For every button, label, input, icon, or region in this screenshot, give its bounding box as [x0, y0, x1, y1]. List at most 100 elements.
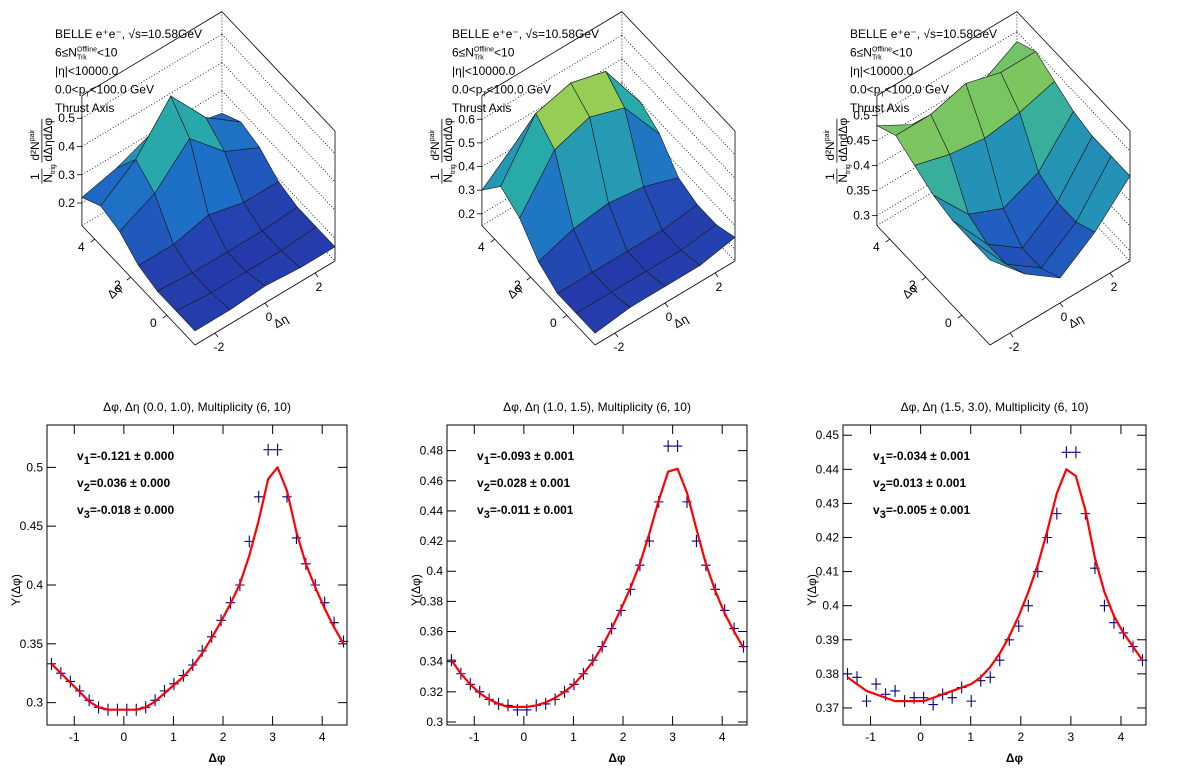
fit-result-value: =0.028 ± 0.001 — [490, 476, 571, 490]
z-label-part: dΔηdΔφ — [41, 118, 55, 162]
x-axis-label: Δφ — [208, 751, 226, 765]
x-tick-label: -1 — [865, 730, 876, 744]
z-label-part: pair — [429, 129, 436, 141]
plot-frame — [46, 424, 348, 726]
z-tick-label: 0.3 — [853, 209, 870, 223]
fit-result: v2=0.036 ± 0.000 — [77, 476, 170, 494]
phi-tick — [885, 238, 890, 243]
fit-result-symbol: v — [77, 503, 84, 517]
box-edge — [621, 11, 736, 132]
eta-tick — [1109, 272, 1114, 278]
info-segment: Trk — [872, 55, 882, 62]
fit-result: v3=-0.018 ± 0.000 — [77, 503, 174, 521]
eta-axis-label: Δη — [671, 312, 691, 331]
eta-tick-label: 0 — [266, 310, 273, 324]
phi-tick-label: 2 — [909, 278, 916, 292]
phi-tick — [562, 314, 567, 319]
eta-tick — [714, 272, 719, 278]
data-point — [512, 703, 523, 716]
eta-tick-label: 0 — [666, 310, 673, 324]
z-tick-label: 0.4 — [853, 159, 870, 173]
data-point — [1052, 507, 1062, 520]
y-tick-label: 0.36 — [420, 625, 444, 639]
z-label-part: d²N — [823, 141, 837, 160]
data-point — [672, 440, 683, 453]
eta-tick-label: 2 — [716, 280, 723, 294]
x-tick-label: 4 — [719, 730, 726, 744]
x-tick-label: 4 — [1118, 730, 1125, 744]
y-tick-label: 0.34 — [420, 655, 444, 669]
data-point — [890, 684, 900, 697]
z-label-part: Ntrig — [441, 164, 457, 183]
y-tick-label: 0.48 — [420, 444, 444, 458]
phi-tick-label: 2 — [514, 278, 521, 292]
z-tick-label: 0.6 — [458, 112, 475, 126]
phi-tick-label: 4 — [78, 240, 85, 254]
info-text: 6≤NOffline Trk <10 — [55, 46, 118, 62]
eta-tick — [614, 332, 619, 338]
fit-result-index: 1 — [880, 455, 886, 467]
phi-tick-label: 4 — [873, 240, 880, 254]
fit-result: v2=0.013 ± 0.001 — [873, 476, 966, 494]
info-segment: <100.0 GeV — [90, 83, 154, 97]
eta-tick-label: -2 — [1009, 340, 1020, 354]
plot-title: Δφ, Δη (0.0, 1.0), Multiplicity (6, 10) — [103, 400, 291, 414]
phi-axis — [481, 225, 596, 346]
fit-result-value: =-0.121 ± 0.000 — [90, 449, 175, 463]
eta-tick — [214, 332, 219, 338]
info-segment: <100.0 GeV — [885, 83, 949, 97]
fit-result: v2=0.028 ± 0.001 — [477, 476, 570, 494]
box-edge — [481, 11, 623, 96]
phi-tick — [921, 276, 926, 281]
info-segment: 6≤N — [850, 46, 872, 60]
grid-line — [621, 34, 736, 155]
info-segment: Thrust Axis — [850, 101, 909, 115]
x-axis-label: Δφ — [1006, 751, 1024, 765]
fit-result: v1=-0.121 ± 0.000 — [77, 449, 174, 467]
z-tick-label: 0.35 — [847, 184, 871, 198]
y-tick-label: 0.4 — [26, 578, 43, 592]
data-point — [861, 695, 872, 708]
info-segment: |η|<10000.0 — [850, 64, 914, 78]
x-tick-label: 3 — [1068, 730, 1075, 744]
fit-result-symbol: v — [873, 449, 880, 463]
phi-tick — [957, 314, 962, 319]
phi-axis-label: Δφ — [104, 280, 125, 301]
data-point — [871, 678, 881, 691]
z-tick-label: 0.2 — [458, 207, 475, 221]
z-label-part: trig — [845, 164, 852, 174]
z-tick-label: 0.5 — [458, 136, 475, 150]
info-segment: BELLE e⁺e⁻, √s=10.58GeV — [850, 27, 997, 41]
fit-result-index: 2 — [880, 482, 886, 494]
z-label-part: d²Npair — [428, 129, 442, 161]
z-label-part: Ntrig — [41, 164, 57, 183]
x-tick-label: 1 — [967, 730, 974, 744]
z-label-part: 1 — [28, 173, 42, 180]
data-point — [1061, 446, 1072, 459]
z-label-part: N — [836, 174, 850, 183]
fit-result-index: 3 — [880, 509, 886, 521]
y-tick-label: 0.41 — [816, 565, 840, 579]
fit-result-index: 3 — [84, 509, 90, 521]
fit-curve — [450, 467, 745, 709]
info-segment: BELLE e⁺e⁻, √s=10.58GeV — [452, 27, 599, 41]
y-axis-label: Y(Δφ) — [9, 574, 23, 606]
eta-tick — [1059, 302, 1064, 308]
info-text: 6≤NOffline Trk <10 — [850, 46, 913, 62]
info-text: BELLE e⁺e⁻, √s=10.58GeV — [850, 27, 997, 41]
fit-result-symbol: v — [77, 476, 84, 490]
info-segment: Offline — [872, 47, 892, 54]
grid-line — [81, 62, 223, 147]
data-point — [928, 698, 938, 711]
eta-tick-label: 0 — [1061, 310, 1068, 324]
data-point — [663, 440, 673, 453]
y-tick-label: 0.44 — [816, 462, 840, 476]
info-text: 6≤NOffline Trk <10 — [452, 46, 515, 62]
z-label-part: d²N — [28, 141, 42, 160]
data-point — [1071, 446, 1081, 459]
plot-title: Δφ, Δη (1.5, 3.0), Multiplicity (6, 10) — [901, 400, 1089, 414]
x-tick-label: 0 — [121, 730, 128, 744]
